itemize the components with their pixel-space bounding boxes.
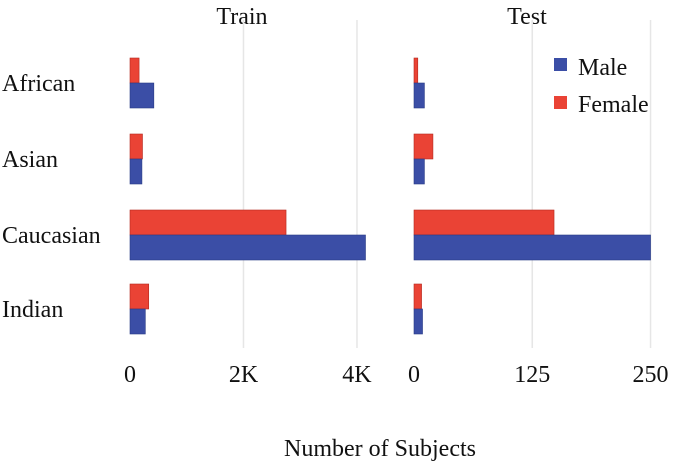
legend-label-female: Female [578,92,649,118]
bar-male-asian [129,158,143,185]
x-tick-label: 125 [514,362,550,388]
x-tick-label: 2K [229,362,259,388]
bar-female-indian [129,283,150,310]
panel-title: Train [216,4,267,30]
panel-train: Train 0 2K 4K [124,4,372,388]
legend-swatch-male [554,58,567,71]
panel-test: Test 0 125 250 [408,4,669,388]
bar-male-indian [413,308,423,335]
panel-title: Test [507,4,547,30]
x-tick-label: 0 [408,362,420,388]
bar-male-african [129,82,155,109]
bar-female-caucasian [413,209,555,236]
bar-male-african [413,82,425,109]
category-label-caucasian: Caucasian [2,223,101,249]
legend-label-male: Male [578,55,627,81]
bar-female-asian [129,133,143,160]
bar-male-indian [129,308,146,335]
category-label-african: African [2,71,75,97]
legend-swatch-female [554,96,567,109]
bar-female-caucasian [129,209,287,236]
category-label-asian: Asian [2,147,58,173]
bar-female-african [129,57,140,84]
bar-male-caucasian [413,234,651,261]
x-tick-label: 250 [633,362,669,388]
x-tick-label: 0 [124,362,136,388]
bar-male-asian [413,158,425,185]
category-labels: African Asian Caucasian Indian [2,71,101,323]
x-axis-title: Number of Subjects [284,436,476,462]
x-tick-label: 4K [342,362,372,388]
panels-layer: Train 0 2K 4K Test 0 125 250 [124,4,669,388]
bar-female-asian [413,133,434,160]
bar-male-caucasian [129,234,366,261]
bar-female-indian [413,283,422,310]
bar-female-african [413,57,419,84]
legend: Male Female [554,55,649,118]
category-label-indian: Indian [2,297,63,323]
